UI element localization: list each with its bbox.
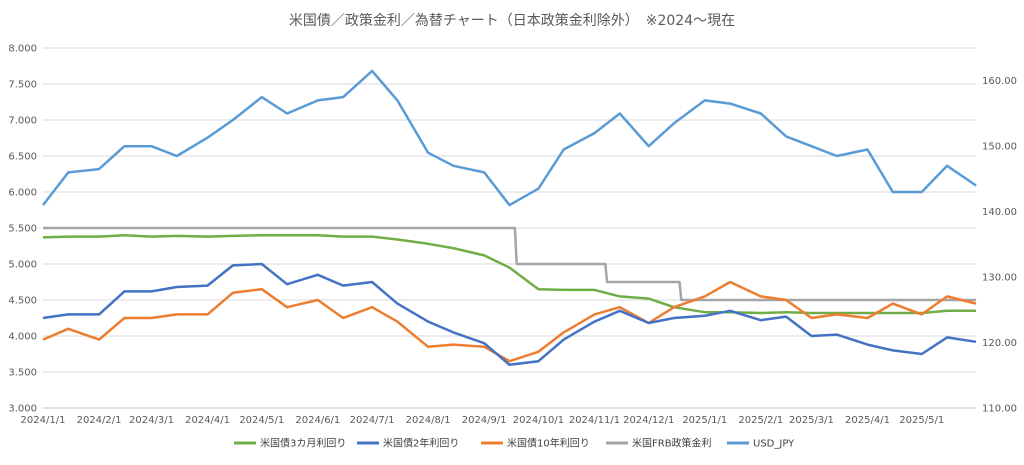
x-axis-tick-label: 2025/4/1 bbox=[845, 415, 890, 426]
left-axis-tick-label: 7.000 bbox=[8, 116, 37, 127]
x-axis-tick-label: 2025/5/1 bbox=[899, 415, 944, 426]
series-line bbox=[42, 262, 977, 367]
right-axis-tick-label: 150.00 bbox=[982, 142, 1017, 153]
x-axis-tick-label: 2025/2/1 bbox=[738, 415, 783, 426]
series-line bbox=[42, 280, 977, 363]
x-axis-tick-label: 2024/3/1 bbox=[129, 415, 174, 426]
left-axis-tick-label: 8.000 bbox=[8, 44, 37, 55]
x-axis-tick-label: 2024/6/1 bbox=[295, 415, 340, 426]
left-axis-tick-label: 7.500 bbox=[8, 80, 37, 91]
right-axis-tick-label: 110.00 bbox=[982, 404, 1017, 415]
left-axis-tick-label: 3.500 bbox=[8, 368, 37, 379]
x-axis-tick-labels: 2024/1/1 2024/2/1 2024/3/1 2024/4/1 2024/5/1… bbox=[21, 407, 976, 426]
x-axis-tick-label: 2024/1/1 bbox=[21, 415, 66, 426]
series-line bbox=[42, 69, 977, 207]
left-axis-tick-label: 3.000 bbox=[8, 404, 37, 415]
left-axis-tick-label: 4.500 bbox=[8, 296, 37, 307]
legend: 米国債3カ月利回り 米国債2年利回り 米国債10年利回り 米国FRB政策金利 USD_J… bbox=[234, 437, 795, 450]
left-axis-tick-labels: 3.000 3.500 4.000 4.500 5.000 5.500 6.000 6.500… bbox=[8, 44, 37, 415]
left-axis-tick-label: 4.000 bbox=[8, 332, 37, 343]
x-axis-tick-label: 2024/9/1 bbox=[462, 415, 507, 426]
left-axis-tick-label: 5.500 bbox=[8, 224, 37, 235]
left-axis-tick-label: 6.000 bbox=[8, 188, 37, 199]
legend-label: USD_JPY bbox=[753, 439, 795, 450]
left-axis-tick-label: 6.500 bbox=[8, 152, 37, 163]
x-axis-tick-label: 2024/7/1 bbox=[350, 415, 395, 426]
x-axis-tick-label: 2024/5/1 bbox=[239, 415, 284, 426]
x-axis-tick-label: 2024/4/1 bbox=[185, 415, 230, 426]
legend-label: 米国FRB政策金利 bbox=[632, 437, 712, 450]
x-axis-tick-label: 2025/3/1 bbox=[789, 415, 834, 426]
x-axis-tick-label: 2024/12/1 bbox=[623, 415, 674, 426]
series-line bbox=[42, 233, 976, 315]
right-axis-tick-labels: 110.00 120.00 130.00 140.00 150.00 160.00 bbox=[982, 76, 1017, 414]
x-axis-tick-label: 2024/10/1 bbox=[513, 415, 564, 426]
x-axis-tick-label: 2024/2/1 bbox=[77, 415, 122, 426]
right-axis-tick-label: 140.00 bbox=[982, 207, 1017, 218]
right-axis-tick-label: 130.00 bbox=[982, 273, 1017, 284]
x-axis-tick-label: 2024/8/1 bbox=[406, 415, 451, 426]
right-axis-tick-label: 160.00 bbox=[982, 76, 1017, 87]
x-axis-tick-label: 2025/1/1 bbox=[682, 415, 727, 426]
legend-label: 米国債10年利回り bbox=[507, 437, 590, 450]
series-lines bbox=[42, 69, 977, 367]
legend-label: 米国債2年利回り bbox=[383, 437, 459, 450]
left-axis-tick-label: 5.000 bbox=[8, 260, 37, 271]
legend-label: 米国債3カ月利回り bbox=[260, 437, 346, 450]
series-line bbox=[43, 226, 976, 302]
x-axis-tick-label: 2024/11/1 bbox=[569, 415, 620, 426]
chart-title: 米国債／政策金利／為替チャート（日本政策金利除外） ※2024～現在 bbox=[289, 12, 735, 29]
right-axis-tick-label: 120.00 bbox=[982, 338, 1017, 349]
